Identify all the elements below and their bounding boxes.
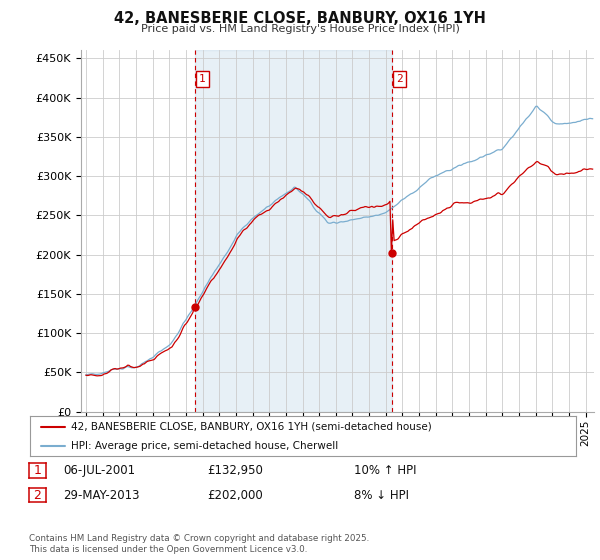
- Text: HPI: Average price, semi-detached house, Cherwell: HPI: Average price, semi-detached house,…: [71, 441, 338, 450]
- Bar: [195, 50, 392, 412]
- Text: 10% ↑ HPI: 10% ↑ HPI: [354, 464, 416, 477]
- Text: 8% ↓ HPI: 8% ↓ HPI: [354, 488, 409, 502]
- Text: 42, BANESBERIE CLOSE, BANBURY, OX16 1YH (semi-detached house): 42, BANESBERIE CLOSE, BANBURY, OX16 1YH …: [71, 422, 432, 432]
- Text: Price paid vs. HM Land Registry's House Price Index (HPI): Price paid vs. HM Land Registry's House …: [140, 24, 460, 34]
- Text: 42, BANESBERIE CLOSE, BANBURY, OX16 1YH: 42, BANESBERIE CLOSE, BANBURY, OX16 1YH: [114, 11, 486, 26]
- Text: 1: 1: [199, 74, 206, 84]
- Text: 29-MAY-2013: 29-MAY-2013: [63, 488, 139, 502]
- Text: £202,000: £202,000: [207, 488, 263, 502]
- Text: £132,950: £132,950: [207, 464, 263, 477]
- Text: 06-JUL-2001: 06-JUL-2001: [63, 464, 135, 477]
- Text: 2: 2: [33, 488, 41, 502]
- Text: Contains HM Land Registry data © Crown copyright and database right 2025.
This d: Contains HM Land Registry data © Crown c…: [29, 534, 369, 554]
- Text: 1: 1: [33, 464, 41, 477]
- Text: 2: 2: [396, 74, 403, 84]
